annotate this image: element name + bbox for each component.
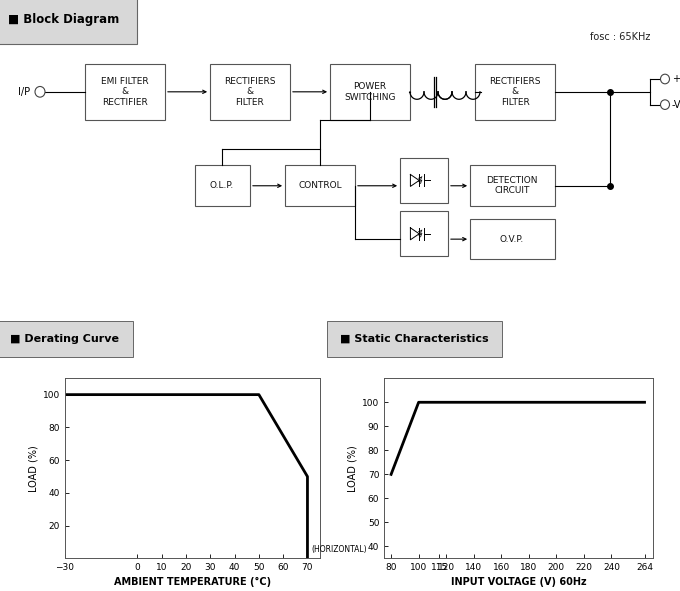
Bar (210, 64, 290, 119)
Text: +V: +V (672, 74, 680, 84)
Circle shape (660, 74, 670, 84)
Bar (195, 165, 250, 206)
Text: CONTROL: CONTROL (299, 181, 342, 190)
Bar (330, 64, 410, 119)
Circle shape (35, 86, 45, 97)
Text: (HORIZONTAL): (HORIZONTAL) (311, 544, 367, 554)
Bar (475, 64, 555, 119)
Text: EMI FILTER
&
RECTIFIER: EMI FILTER & RECTIFIER (101, 77, 149, 107)
Text: O.V.P.: O.V.P. (500, 235, 524, 243)
Circle shape (660, 100, 670, 109)
Text: O.L.P.: O.L.P. (210, 181, 234, 190)
Text: fosc : 65KHz: fosc : 65KHz (590, 32, 650, 42)
Bar (85, 64, 165, 119)
Bar (400, 212, 448, 256)
Text: DETECTION
CIRCUIT: DETECTION CIRCUIT (486, 176, 538, 196)
Text: RECTIFIERS
&
FILTER: RECTIFIERS & FILTER (224, 77, 276, 107)
Y-axis label: LOAD (%): LOAD (%) (29, 445, 38, 492)
Text: RECTIFIERS
&
FILTER: RECTIFIERS & FILTER (489, 77, 541, 107)
Text: ■ Static Characteristics: ■ Static Characteristics (340, 334, 489, 344)
Text: ■ Derating Curve: ■ Derating Curve (10, 334, 119, 344)
Bar (285, 165, 355, 206)
X-axis label: INPUT VOLTAGE (V) 60Hz: INPUT VOLTAGE (V) 60Hz (451, 577, 586, 586)
Text: -V: -V (672, 100, 680, 109)
Bar (470, 165, 555, 206)
Text: I/P: I/P (18, 87, 30, 97)
Bar (400, 158, 448, 203)
Text: POWER
SWITCHING: POWER SWITCHING (344, 82, 396, 102)
Bar (470, 219, 555, 259)
Y-axis label: LOAD (%): LOAD (%) (348, 445, 358, 492)
X-axis label: AMBIENT TEMPERATURE (°C): AMBIENT TEMPERATURE (°C) (114, 577, 271, 587)
Text: ■ Block Diagram: ■ Block Diagram (8, 13, 119, 26)
